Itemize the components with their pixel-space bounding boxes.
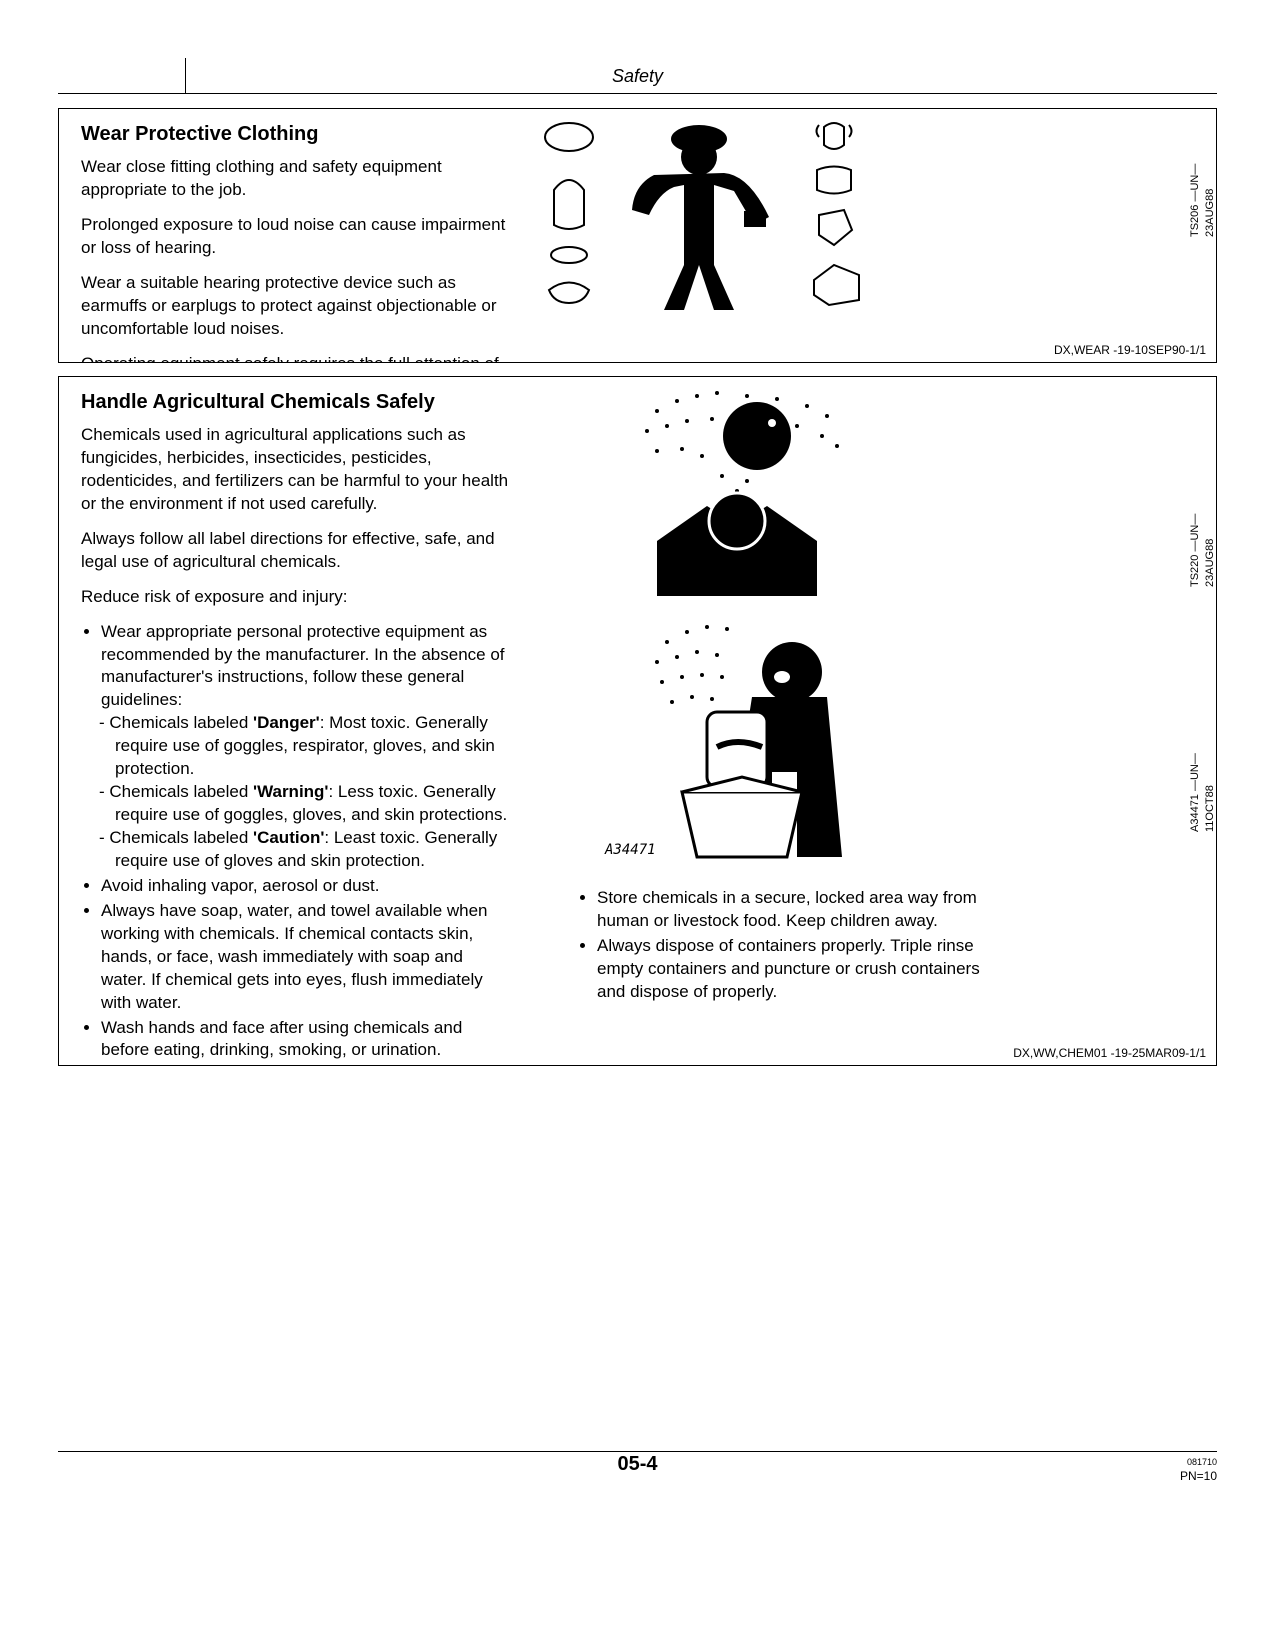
section1-p4: Operating equipment safely requires the … [81, 353, 511, 363]
page-number: 05-4 [0, 1451, 1275, 1478]
section2-image2-caption: A34471 [605, 841, 656, 860]
bullet-item: Always dispose of containers properly. T… [597, 935, 1007, 1004]
sub-bullet-item: Chemicals labeled 'Caution': Least toxic… [115, 827, 511, 873]
section2-image2-code: A34471 —UN—11OCT88 [1188, 732, 1217, 832]
section1-text: Wear close fitting clothing and safety e… [81, 156, 511, 363]
bullet-item: Do not smoke or eat while applying chemi… [101, 1064, 511, 1066]
section2-illustration-2: A34471 [597, 617, 877, 862]
section2-right-column: Store chemicals in a secure, locked area… [577, 887, 1007, 1006]
section2-ref: DX,WW,CHEM01 -19-25MAR09-1/1 [1013, 1045, 1206, 1061]
header-title: Safety [612, 66, 663, 86]
section1-p2: Prolonged exposure to loud noise can cau… [81, 214, 511, 260]
footer-code: 081710 [1180, 1456, 1217, 1468]
section2-image1-code: TS220 —UN—23AUG88 [1188, 487, 1217, 587]
sub-bullet-item: Chemicals labeled 'Warning': Less toxic.… [115, 781, 511, 827]
footer-right: 081710 PN=10 [1180, 1456, 1217, 1484]
section2-p3: Reduce risk of exposure and injury: [81, 586, 511, 609]
section2-bullets-left: Wear appropriate personal protective equ… [81, 621, 511, 1066]
section2-illustration-1 [597, 381, 877, 596]
bullet-item: Wash hands and face after using chemical… [101, 1017, 511, 1063]
section1-illustration [534, 115, 874, 315]
bullet-item: Store chemicals in a secure, locked area… [597, 887, 1007, 933]
section2-p2: Always follow all label directions for e… [81, 528, 511, 574]
section1-ref: DX,WEAR -19-10SEP90-1/1 [1054, 342, 1206, 358]
section2-text: Chemicals used in agricultural applicati… [81, 424, 511, 1066]
bullet-item: Avoid inhaling vapor, aerosol or dust. [101, 875, 511, 898]
section1-p1: Wear close fitting clothing and safety e… [81, 156, 511, 202]
section-handle-chemicals: Handle Agricultural Chemicals Safely Che… [58, 376, 1217, 1066]
section2-p1: Chemicals used in agricultural applicati… [81, 424, 511, 516]
section1-image-code: TS206 —UN—23AUG88 [1188, 137, 1217, 237]
section-wear-protective-clothing: Wear Protective Clothing Wear close fitt… [58, 108, 1217, 363]
section2-bullets-right: Store chemicals in a secure, locked area… [577, 887, 1007, 1004]
footer-pn: PN=10 [1180, 1469, 1217, 1483]
header-divider [185, 58, 186, 94]
bullet-item: Always have soap, water, and towel avail… [101, 900, 511, 1015]
page-header: Safety [58, 58, 1217, 94]
sub-bullet-item: Chemicals labeled 'Danger': Most toxic. … [115, 712, 511, 781]
bullet-item: Wear appropriate personal protective equ… [101, 621, 511, 873]
section1-p3: Wear a suitable hearing protective devic… [81, 272, 511, 341]
